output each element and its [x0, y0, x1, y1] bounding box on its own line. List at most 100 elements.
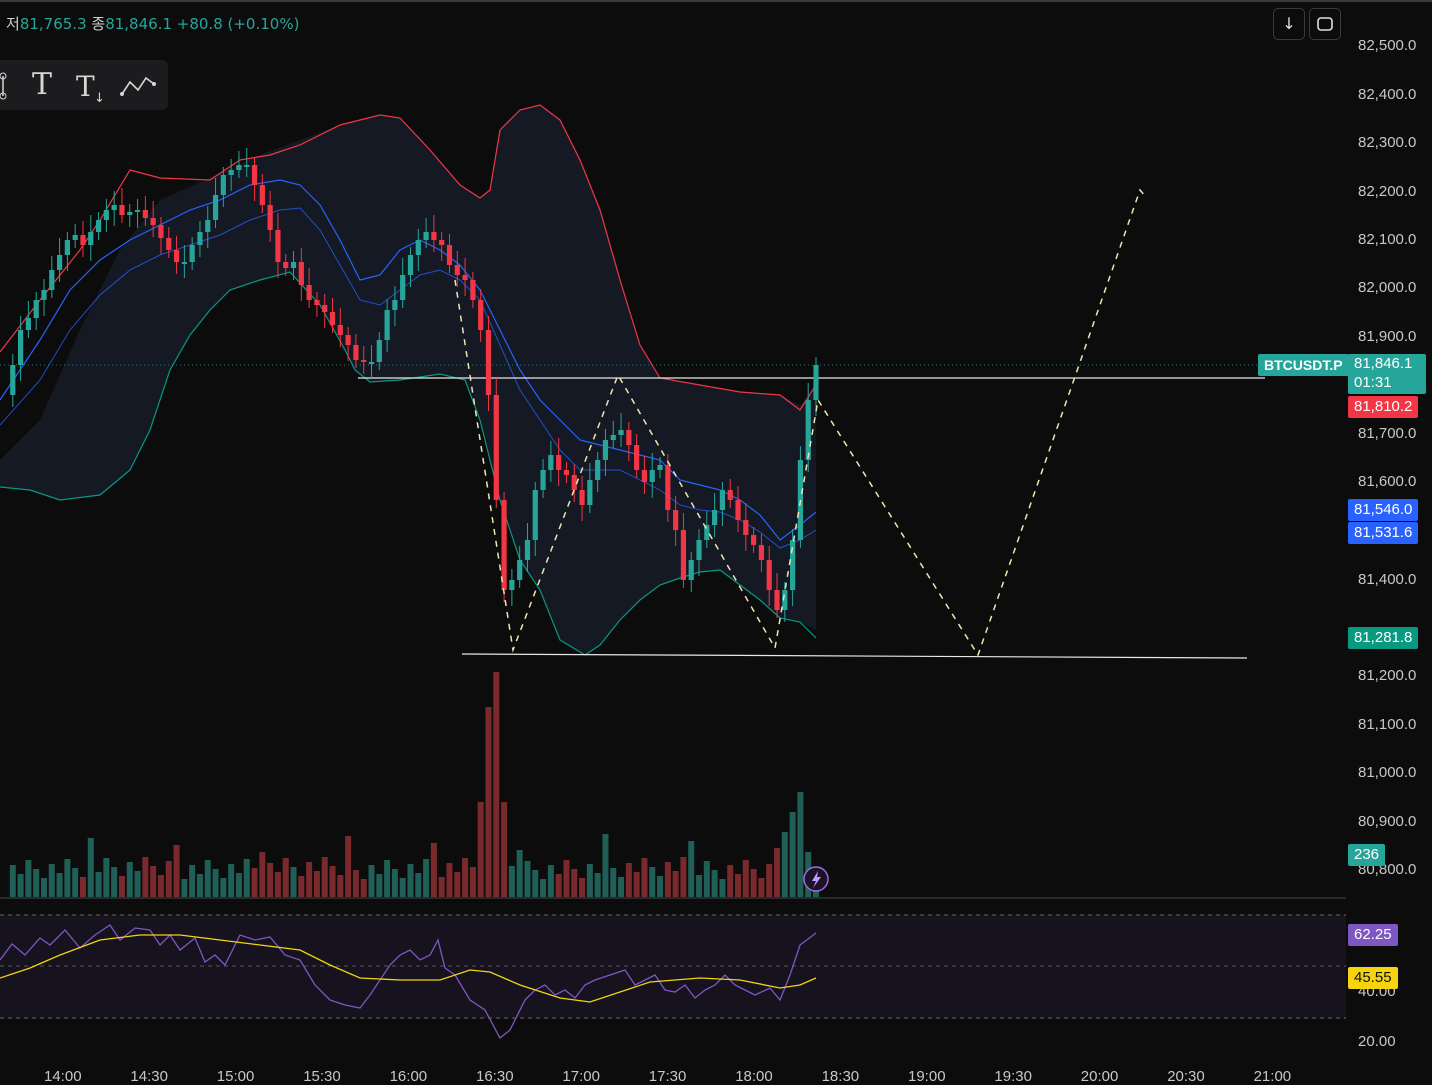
candle-body: [259, 185, 265, 205]
volume-bar: [126, 862, 133, 897]
candle-body: [275, 230, 281, 262]
price-axis-label: 81,000.0: [1358, 764, 1417, 781]
volume-bar: [228, 864, 235, 897]
volume-bar: [345, 836, 352, 897]
volume-bar: [118, 876, 125, 897]
candle-body: [665, 465, 671, 510]
price-axis-label: 81,400.0: [1358, 571, 1417, 588]
candle-body: [33, 300, 39, 318]
anchored-text-tool-icon[interactable]: T ↓: [74, 66, 110, 106]
time-axis-label: 14:00: [44, 1068, 82, 1085]
volume-bar: [735, 874, 742, 897]
candle-body: [556, 455, 562, 470]
candle-body: [813, 365, 819, 400]
moving-average-fast: [0, 179, 817, 541]
candle-body: [712, 510, 718, 525]
volume-bar: [204, 860, 211, 897]
fullscreen-button[interactable]: [1309, 8, 1341, 40]
candle-body: [790, 540, 796, 590]
volume-bar: [376, 874, 383, 897]
candle-body: [283, 262, 289, 268]
volume-bar: [9, 865, 16, 897]
volume-bar: [680, 857, 687, 897]
volume-bar: [625, 863, 632, 897]
ohlc-legend: 저81,765.3 종81,846.1 +80.8 (+0.10%): [6, 13, 299, 34]
volume-bar: [485, 707, 492, 897]
candle-body: [322, 305, 328, 312]
volume-bar: [750, 869, 757, 897]
time-axis-label: 19:30: [994, 1068, 1032, 1085]
countdown-value: 01:31: [1354, 374, 1392, 391]
volume-bar: [251, 868, 258, 897]
candle-body: [454, 265, 460, 275]
download-button[interactable]: ↓: [1273, 8, 1305, 40]
volume-bar: [165, 861, 172, 897]
candle-body: [446, 245, 453, 265]
candle-body: [423, 232, 429, 240]
rsi-value-tag: 62.25: [1348, 924, 1398, 946]
volume-bar: [501, 802, 508, 897]
volume-bar: [657, 876, 664, 897]
pin-icon[interactable]: [0, 66, 12, 104]
volume-bar: [337, 875, 344, 897]
candle-body: [25, 318, 31, 330]
candle-body: [657, 465, 663, 470]
price-axis-label: 82,500.0: [1358, 37, 1417, 54]
volume-bar: [547, 865, 554, 897]
candle-body: [774, 590, 780, 610]
bollinger-band-fill: [0, 105, 816, 655]
volume-bar: [352, 870, 359, 897]
candle-body: [641, 470, 648, 482]
time-axis-label: 19:00: [908, 1068, 946, 1085]
volume-bar: [423, 859, 430, 897]
price-axis-label: 80,900.0: [1358, 813, 1417, 830]
volume-bar: [797, 792, 804, 897]
price-axis-label: 81,700.0: [1358, 425, 1417, 442]
candle-body: [127, 212, 133, 215]
volume-bar: [508, 866, 515, 897]
volume-bar: [446, 863, 453, 897]
volume-bar: [430, 843, 437, 897]
candle-body: [290, 262, 297, 268]
symbol-tag: BTCUSDT.P: [1258, 354, 1349, 376]
candle-body: [337, 325, 343, 335]
candle-body: [509, 580, 515, 590]
change-value: +80.8 (+0.10%): [176, 15, 300, 33]
open-price-tag: 81,810.2: [1348, 396, 1419, 418]
low-value: 81,765.3: [19, 15, 87, 33]
volume-bar: [477, 802, 484, 897]
volume-bar: [641, 858, 648, 897]
candle-body: [493, 395, 499, 500]
candle-body: [17, 330, 24, 365]
time-axis-label: 16:00: [389, 1068, 428, 1085]
candle-body: [205, 220, 211, 232]
candle-body: [407, 255, 414, 275]
candle-body: [719, 490, 726, 510]
candle-body: [119, 205, 125, 215]
candle-body: [587, 480, 593, 505]
candle-body: [353, 345, 359, 360]
candle-body: [10, 365, 16, 395]
volume-bar: [212, 869, 219, 897]
candle-body: [376, 340, 382, 362]
path-tool-icon[interactable]: [120, 66, 156, 104]
rsi-ma-value-tag: 45.55: [1348, 967, 1398, 989]
candle-body: [462, 275, 468, 280]
volume-bar: [321, 857, 328, 897]
price-axis-label: 81,900.0: [1358, 328, 1417, 345]
volume-bar: [618, 877, 625, 897]
candle-body: [610, 435, 616, 440]
candle-body: [306, 285, 312, 300]
volume-bar: [766, 864, 773, 897]
candle-body: [673, 510, 679, 530]
candle-body: [251, 165, 258, 185]
text-tool-icon[interactable]: T: [31, 67, 52, 102]
candle-body: [618, 430, 624, 435]
candle-body: [571, 475, 577, 490]
volume-bar: [267, 863, 274, 897]
candle-body: [400, 275, 406, 300]
low-label: 저: [6, 15, 20, 33]
volume-bar: [594, 873, 601, 897]
candle-body: [72, 235, 78, 240]
